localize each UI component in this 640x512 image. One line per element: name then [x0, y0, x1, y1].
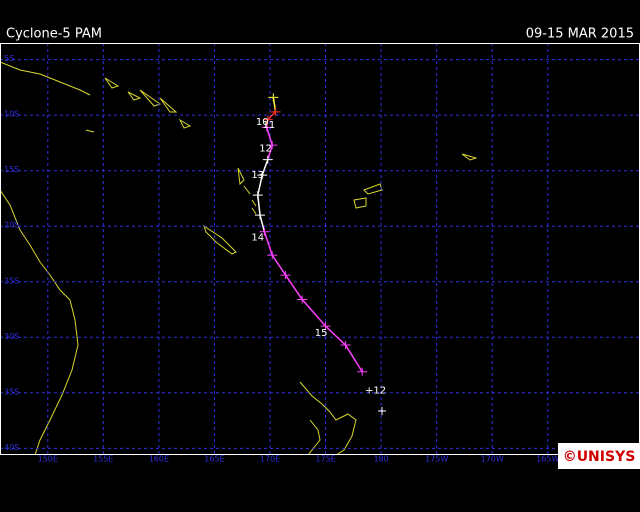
day-label: 15 [315, 328, 328, 339]
track-point [280, 271, 291, 280]
samoa [461, 153, 478, 161]
day-label: 12 [259, 143, 272, 154]
track-segment [265, 127, 273, 146]
lat-label: 40S [4, 443, 19, 452]
track-segment [271, 254, 287, 276]
lon-label: 165W [536, 455, 559, 464]
position-marker [378, 407, 386, 415]
track-segment [261, 159, 269, 176]
lon-label: 180 [373, 455, 388, 464]
lat-label: 20S [4, 221, 19, 230]
coastlines [0, 61, 478, 456]
lat-label: 35S [4, 387, 19, 396]
track-segment [344, 344, 363, 373]
logo: ©UNISYS [563, 449, 636, 465]
lon-label: 175W [425, 455, 448, 464]
track-point [262, 115, 273, 124]
day-label: 14 [251, 232, 264, 243]
lon-label: 160E [149, 455, 169, 464]
track-point [252, 191, 263, 200]
lon-label: 170W [481, 455, 504, 464]
lat-label: 5S [4, 54, 14, 63]
track-point [270, 107, 281, 116]
track-point [261, 123, 272, 132]
track-point [267, 251, 278, 260]
lon-label: 165E [204, 455, 224, 464]
new-zealand [299, 381, 357, 456]
track-point [297, 295, 308, 304]
track-point [320, 322, 331, 331]
day-label: 10 [256, 117, 269, 128]
lat-label: 25S [4, 276, 19, 285]
track-point [257, 171, 268, 180]
fiji [353, 183, 383, 209]
track-segment [259, 214, 266, 232]
solomons [85, 77, 192, 133]
day-label: +12 [365, 386, 386, 397]
track-point [255, 211, 265, 220]
lon-label: 175E [315, 455, 335, 464]
track-point [262, 155, 273, 164]
track-point [259, 227, 270, 236]
australia-coast [0, 189, 79, 456]
track-segment [267, 111, 277, 121]
lat-label: 30S [4, 332, 19, 341]
lat-label: 10S [4, 110, 19, 119]
track-point [268, 93, 279, 102]
track-segment [284, 274, 303, 300]
lat-label: 15S [4, 165, 19, 174]
logo-box [558, 443, 640, 469]
track-point [267, 141, 278, 150]
date: 09-15 MAR 2015 [526, 27, 634, 42]
track-point [340, 341, 351, 350]
track-segment [263, 231, 273, 256]
day-label: 11 [263, 120, 276, 131]
day-label: 13 [251, 170, 264, 181]
grid: 150E 155E 160E 165E 170E 175E 180 175W 170W 165W 5… [0, 43, 640, 464]
track-segment [257, 174, 263, 196]
track-segment [325, 325, 347, 346]
vanuatu [237, 167, 257, 215]
track-segment [267, 144, 273, 160]
lon-label: 170E [260, 455, 280, 464]
lon-label: 150E [38, 455, 58, 464]
track-point [357, 367, 368, 376]
new-guinea-coast [0, 61, 91, 96]
new-caledonia [203, 224, 237, 255]
lon-label: 155E [93, 455, 113, 464]
track-segment [301, 299, 327, 327]
title: Cyclone-5 PAM [6, 27, 102, 42]
